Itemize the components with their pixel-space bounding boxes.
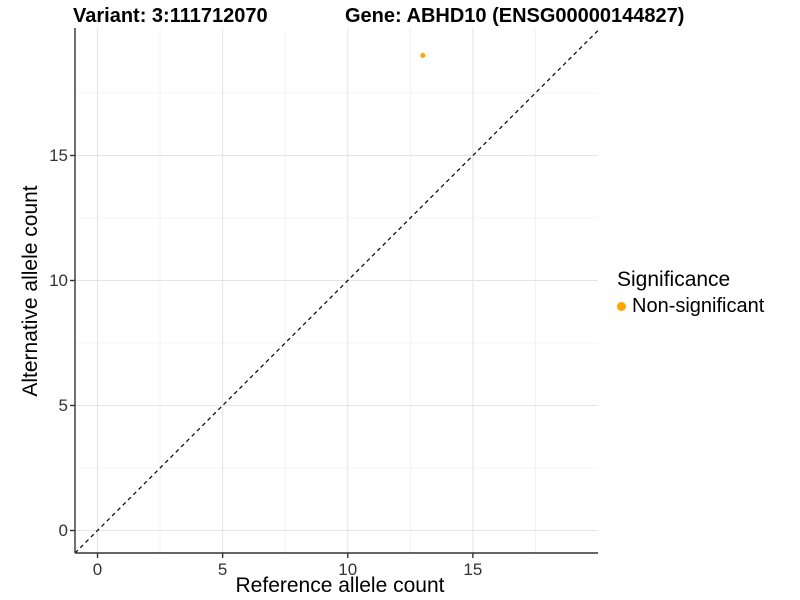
y-tick-label: 0: [58, 520, 68, 540]
y-tick-label: 15: [49, 145, 68, 165]
data-point: [420, 53, 426, 58]
legend-title: Significance: [617, 268, 731, 291]
legend-point-icon: [617, 301, 626, 311]
y-tick-label: 5: [58, 395, 68, 415]
x-tick-label: 15: [463, 560, 483, 579]
legend-item-non-significant: Non-significant: [617, 294, 764, 318]
legend: Significance Non-significant: [617, 268, 764, 318]
x-tick-label: 0: [92, 560, 103, 579]
x-tick-label: 10: [338, 560, 358, 579]
variant-title: Variant: 3:111712070: [73, 5, 268, 27]
y-tick-label: 10: [49, 270, 68, 290]
x-axis-title: Reference allele count: [235, 574, 445, 597]
gene-title: Gene: ABHD10 (ENSG00000144827): [345, 5, 685, 27]
x-tick-label: 5: [217, 560, 228, 579]
legend-item-label: Non-significant: [632, 295, 765, 317]
identity-line: [74, 30, 599, 554]
